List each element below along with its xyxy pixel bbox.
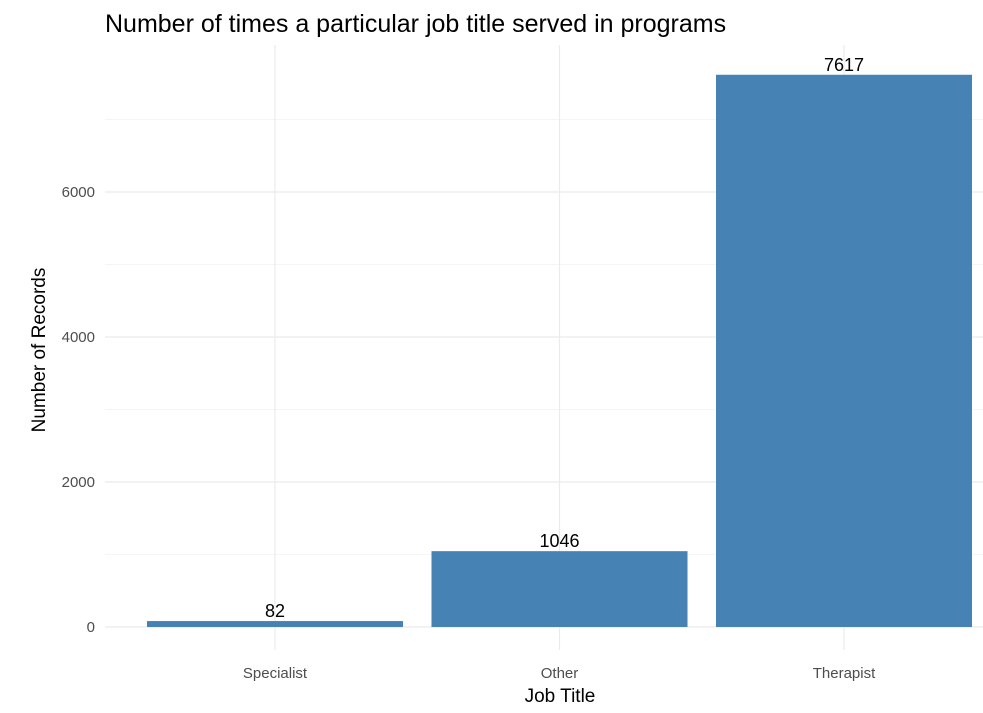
bars [147, 74, 972, 627]
x-axis-ticks: Specialist Other Therapist [243, 665, 876, 682]
y-tick-label: 6000 [62, 184, 95, 201]
x-axis-title: Job Title [525, 686, 596, 707]
x-tick-label: Therapist [813, 665, 876, 682]
y-tick-label: 0 [87, 619, 95, 636]
data-label: 1046 [539, 531, 579, 551]
y-tick-label: 2000 [62, 474, 95, 491]
x-tick-label: Specialist [243, 665, 308, 682]
bar-specialist [147, 621, 403, 627]
chart-title: Number of times a particular job title s… [105, 10, 726, 38]
data-labels: 82 1046 7617 [265, 55, 864, 621]
x-tick-label: Other [541, 665, 579, 682]
y-tick-label: 4000 [62, 329, 95, 346]
data-label: 7617 [824, 55, 864, 75]
y-axis-title: Number of Records [29, 268, 50, 433]
y-axis-ticks: 0 2000 4000 6000 [62, 184, 95, 636]
data-label: 82 [265, 601, 285, 621]
bar-other [431, 551, 688, 627]
bar-therapist [716, 74, 972, 627]
